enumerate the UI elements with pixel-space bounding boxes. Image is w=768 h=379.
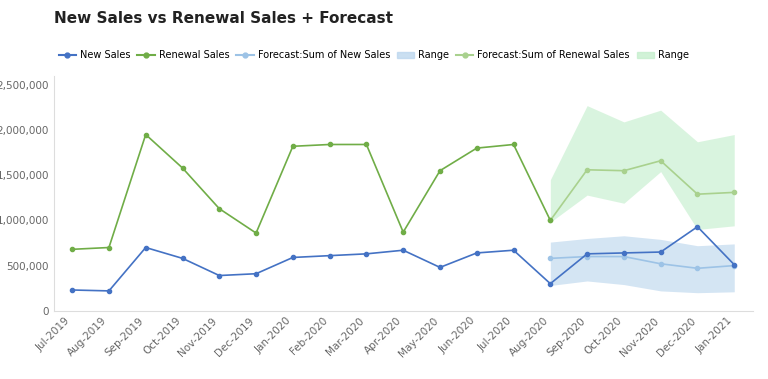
Legend: New Sales, Renewal Sales, Forecast:Sum of New Sales, Range, Forecast:Sum of Rene: New Sales, Renewal Sales, Forecast:Sum o… bbox=[58, 50, 689, 60]
Text: New Sales vs Renewal Sales + Forecast: New Sales vs Renewal Sales + Forecast bbox=[54, 11, 392, 27]
